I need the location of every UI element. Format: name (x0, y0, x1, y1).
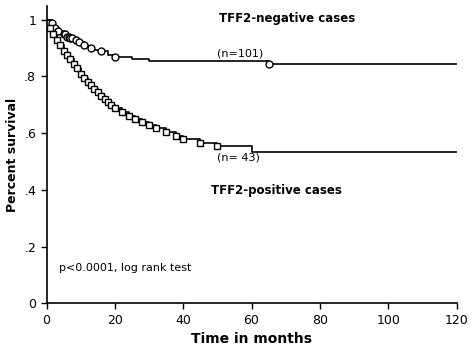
Text: (n=101): (n=101) (217, 48, 263, 58)
Text: p<0.0001, log rank test: p<0.0001, log rank test (59, 263, 191, 273)
X-axis label: Time in months: Time in months (191, 332, 312, 346)
Text: TFF2-negative cases: TFF2-negative cases (219, 12, 355, 25)
Text: (n= 43): (n= 43) (217, 152, 260, 163)
Text: TFF2-positive cases: TFF2-positive cases (210, 184, 341, 197)
Y-axis label: Percent survival: Percent survival (6, 98, 18, 212)
